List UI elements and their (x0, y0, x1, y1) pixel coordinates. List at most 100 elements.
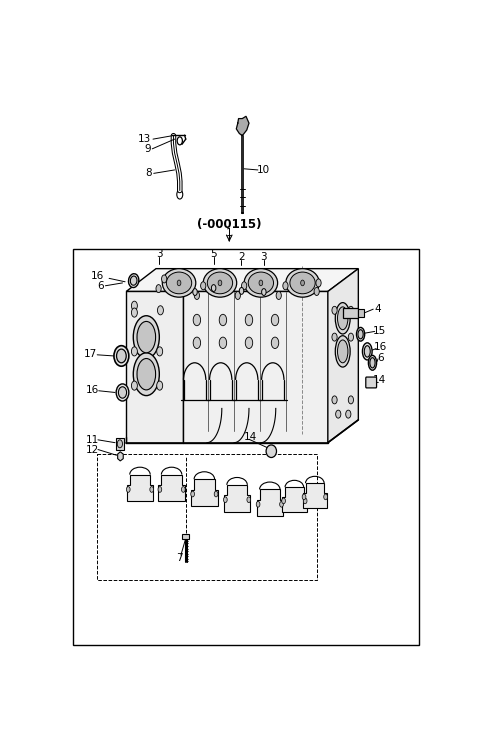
Circle shape (157, 381, 163, 391)
Text: 5: 5 (210, 250, 217, 259)
Circle shape (218, 280, 222, 286)
Circle shape (194, 291, 200, 299)
Polygon shape (158, 475, 185, 502)
Text: 2: 2 (238, 252, 244, 262)
Circle shape (219, 337, 227, 348)
Text: 16: 16 (91, 271, 104, 281)
Circle shape (177, 280, 181, 286)
Ellipse shape (335, 336, 350, 367)
Polygon shape (126, 291, 183, 442)
Ellipse shape (203, 269, 237, 297)
Circle shape (245, 337, 252, 348)
Ellipse shape (266, 445, 276, 457)
Circle shape (201, 282, 206, 290)
Polygon shape (182, 534, 190, 539)
Circle shape (271, 314, 279, 326)
Circle shape (240, 288, 244, 294)
Circle shape (332, 396, 337, 404)
FancyBboxPatch shape (366, 377, 377, 388)
Circle shape (303, 498, 307, 504)
Circle shape (316, 279, 321, 287)
Polygon shape (236, 116, 249, 136)
Circle shape (245, 314, 252, 326)
Text: 6: 6 (97, 282, 104, 291)
Ellipse shape (290, 272, 315, 293)
Ellipse shape (131, 276, 137, 285)
Polygon shape (126, 269, 359, 291)
Circle shape (256, 502, 260, 507)
Polygon shape (191, 479, 217, 506)
Ellipse shape (167, 272, 192, 293)
Ellipse shape (162, 269, 196, 297)
Ellipse shape (137, 359, 156, 390)
Circle shape (271, 337, 279, 348)
Text: 9: 9 (144, 144, 151, 154)
Text: (-000115): (-000115) (197, 218, 262, 231)
Circle shape (157, 347, 163, 356)
Circle shape (336, 411, 341, 418)
Circle shape (247, 497, 251, 502)
Circle shape (211, 285, 216, 291)
Circle shape (348, 333, 353, 341)
Ellipse shape (335, 302, 350, 334)
Ellipse shape (129, 273, 139, 288)
Ellipse shape (364, 345, 370, 357)
Circle shape (193, 314, 201, 326)
Polygon shape (127, 475, 153, 502)
Ellipse shape (248, 272, 274, 293)
Circle shape (181, 487, 185, 492)
Circle shape (126, 487, 130, 492)
Text: 16: 16 (374, 342, 387, 352)
Ellipse shape (358, 330, 363, 339)
Text: 17: 17 (84, 349, 97, 359)
Polygon shape (302, 483, 327, 508)
Text: 7: 7 (176, 553, 182, 563)
Circle shape (348, 396, 353, 404)
Circle shape (241, 282, 247, 290)
Circle shape (348, 306, 353, 314)
Circle shape (193, 337, 201, 348)
Ellipse shape (114, 345, 129, 366)
Circle shape (283, 282, 288, 290)
Ellipse shape (362, 343, 372, 360)
Text: 14: 14 (244, 432, 257, 442)
Circle shape (346, 411, 351, 418)
Bar (73, 249, 419, 645)
Text: 6: 6 (377, 353, 384, 363)
Circle shape (219, 314, 227, 326)
Bar (358, 309, 364, 317)
Ellipse shape (337, 307, 348, 330)
Circle shape (132, 381, 137, 391)
Text: 3: 3 (156, 250, 163, 259)
Text: 14: 14 (372, 375, 386, 385)
Circle shape (158, 487, 162, 492)
Text: 15: 15 (372, 327, 386, 336)
Ellipse shape (133, 316, 159, 359)
Circle shape (191, 491, 194, 497)
Ellipse shape (370, 358, 375, 368)
Circle shape (280, 502, 283, 507)
Ellipse shape (337, 340, 348, 363)
Circle shape (156, 285, 161, 293)
Circle shape (132, 347, 137, 356)
Circle shape (193, 288, 197, 296)
Circle shape (214, 491, 218, 497)
Ellipse shape (116, 384, 129, 401)
Text: 12: 12 (85, 445, 98, 454)
Ellipse shape (244, 269, 277, 297)
Text: 4: 4 (375, 304, 382, 314)
Circle shape (157, 306, 163, 315)
Circle shape (332, 333, 337, 341)
Polygon shape (328, 269, 359, 442)
Circle shape (276, 291, 281, 299)
Ellipse shape (137, 322, 156, 353)
Ellipse shape (357, 328, 365, 341)
Text: 16: 16 (85, 385, 98, 395)
Circle shape (132, 301, 137, 310)
Circle shape (332, 306, 337, 314)
Circle shape (150, 487, 154, 492)
Circle shape (282, 498, 286, 504)
Text: 1: 1 (226, 227, 233, 238)
Circle shape (300, 280, 304, 286)
Polygon shape (257, 490, 283, 516)
